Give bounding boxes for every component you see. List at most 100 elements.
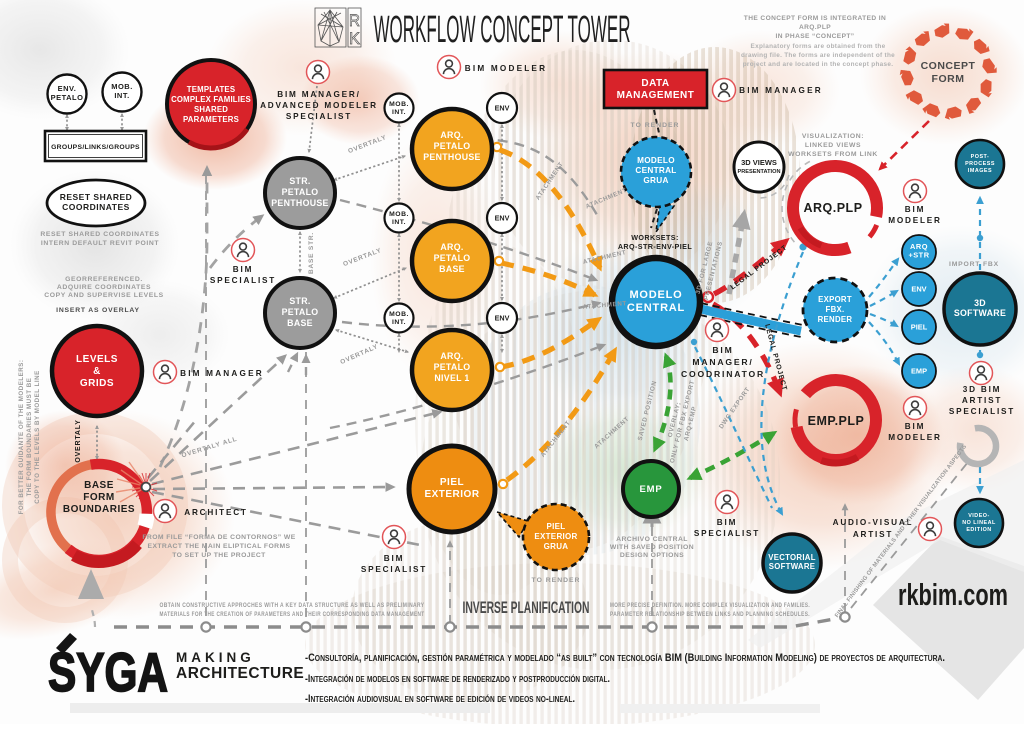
svg-text:project and are located in the: project and are located in the concept p… [743, 61, 894, 68]
svg-text:BIM: BIM [717, 518, 737, 527]
svg-text:Explanatory forms are obtained: Explanatory forms are obtained from the [751, 43, 886, 50]
svg-text:BIM: BIM [905, 422, 925, 431]
svg-text:NO LINEAL: NO LINEAL [962, 520, 996, 526]
svg-text:3D: 3D [974, 298, 986, 308]
svg-text:ARCHITECT: ARCHITECT [184, 508, 248, 517]
svg-text:ADQUIRE COORDINATES: ADQUIRE COORDINATES [57, 284, 151, 291]
svg-text:PETALO: PETALO [434, 141, 471, 151]
svg-text:TO RENDER: TO RENDER [631, 122, 680, 129]
svg-text:ENV: ENV [911, 285, 926, 294]
svg-text:BIM MANAGER: BIM MANAGER [180, 369, 264, 378]
svg-text:K: K [349, 29, 361, 48]
svg-text:BIM MODELER: BIM MODELER [465, 64, 547, 73]
svg-text:PIEL: PIEL [440, 477, 464, 488]
svg-text:MODELO: MODELO [629, 289, 682, 301]
svg-text:SPECIALIST: SPECIALIST [694, 529, 760, 538]
svg-text:ENV: ENV [495, 214, 510, 223]
svg-text:EDITION: EDITION [966, 527, 991, 533]
svg-text:BASE: BASE [439, 264, 465, 274]
svg-text:BOUNDARIES: BOUNDARIES [63, 504, 135, 515]
svg-text:CONCEPT: CONCEPT [921, 60, 976, 72]
svg-text:RENDER: RENDER [818, 315, 853, 324]
svg-text:INT.: INT. [114, 91, 129, 100]
svg-text:EMP.PLP: EMP.PLP [808, 414, 865, 428]
svg-text:-Integración audiovisual en so: -Integración audiovisual en software de … [305, 693, 575, 705]
svg-text:DATA: DATA [641, 78, 669, 89]
svg-text:TO RENDER: TO RENDER [532, 577, 581, 584]
svg-text:GRUA: GRUA [643, 176, 668, 185]
svg-text:BIM: BIM [233, 265, 253, 274]
svg-text:-Integración de modelos en sof: -Integración de modelos en software de r… [305, 673, 610, 685]
svg-text:FBX.: FBX. [826, 305, 845, 314]
svg-text:LEVELS: LEVELS [76, 354, 118, 365]
svg-text:MORE PRECISE DEFINITION. MORE: MORE PRECISE DEFINITION. MORE COMPLEX VI… [610, 602, 810, 609]
svg-text:GRUA: GRUA [544, 542, 569, 551]
svg-text:BIM: BIM [384, 554, 404, 563]
svg-text:CENTRAL: CENTRAL [627, 302, 685, 314]
svg-text:CENTRAL: CENTRAL [635, 166, 676, 175]
svg-text:SPECIALIST: SPECIALIST [949, 407, 1015, 416]
svg-text:AUDIO-VISUAL: AUDIO-VISUAL [833, 518, 914, 527]
svg-text:SPECIALIST: SPECIALIST [361, 565, 427, 574]
svg-text:PIEL: PIEL [911, 323, 928, 332]
svg-text:INSERT AS OVERLAY: INSERT AS OVERLAY [56, 307, 140, 314]
svg-text:GEORREFERENCED.: GEORREFERENCED. [65, 276, 143, 283]
svg-text:INT.: INT. [392, 109, 406, 116]
svg-text:COODRINATOR: COODRINATOR [681, 369, 765, 379]
svg-text:ADVANCED MODELER: ADVANCED MODELER [260, 101, 378, 110]
svg-text:FOR BETTER GUIDANTE OF THE MOD: FOR BETTER GUIDANTE OF THE MODELERS: [18, 360, 25, 515]
svg-text:PARAMETER RELATIONSHIP BETWEEN: PARAMETER RELATIONSHIP BETWEEN LINKS AND… [610, 611, 810, 618]
svg-text:OBTAIN CONSTRUCTIVE APPROCHES: OBTAIN CONSTRUCTIVE APPROCHES WITH A KEY… [160, 602, 425, 609]
svg-text:GROUPS/LINKS/GROUPS: GROUPS/LINKS/GROUPS [51, 144, 140, 151]
svg-text:INTERN DEFAULT REVIT POINT: INTERN DEFAULT REVIT POINT [41, 240, 159, 247]
svg-text:ARQ.: ARQ. [440, 351, 463, 361]
svg-text:BIM: BIM [905, 205, 925, 214]
svg-text:EXPORT: EXPORT [818, 295, 852, 304]
svg-text:ATACHMENT: ATACHMENT [582, 300, 627, 311]
svg-text:EXTERIOR: EXTERIOR [424, 489, 479, 500]
svg-text:ARTIST: ARTIST [962, 396, 1002, 405]
svg-text:BIM MANAGER: BIM MANAGER [739, 86, 823, 95]
svg-text:RESET SHARED COORDINATES: RESET SHARED COORDINATES [40, 231, 159, 238]
svg-text:SOFTWARE: SOFTWARE [769, 562, 816, 571]
svg-text:BASE: BASE [287, 318, 313, 328]
svg-text:FORM: FORM [83, 492, 114, 503]
svg-text:drawing file. The forms are in: drawing file. The forms are independent … [741, 52, 895, 59]
svg-text:PETALO: PETALO [434, 362, 471, 372]
svg-text:BASE: BASE [84, 480, 114, 491]
svg-text:VIDEO-: VIDEO- [968, 513, 990, 519]
svg-text:INT.: INT. [392, 319, 406, 326]
svg-text:VISUALIZATION:: VISUALIZATION: [802, 133, 864, 140]
svg-text:MOB.: MOB. [389, 101, 409, 108]
svg-text:R: R [349, 11, 360, 30]
svg-text:GRIDS: GRIDS [80, 378, 114, 389]
svg-text:COPY TO THE LEVELS BY MODEL LI: COPY TO THE LEVELS BY MODEL LINE [34, 370, 41, 503]
svg-text:MODELO: MODELO [637, 156, 675, 165]
svg-text:WORKSETS:: WORKSETS: [631, 233, 679, 242]
svg-text:LINKED VIEWS: LINKED VIEWS [805, 142, 861, 149]
svg-text:&: & [93, 366, 101, 377]
svg-text:MANAGER/: MANAGER/ [692, 357, 753, 367]
svg-text:3D VIEWS: 3D VIEWS [741, 158, 777, 167]
svg-text:EXTERIOR: EXTERIOR [534, 532, 577, 541]
svg-text:COPY AND SUPERVISE LEVELS: COPY AND SUPERVISE LEVELS [44, 292, 164, 299]
svg-text:OVERTALY: OVERTALY [75, 419, 82, 462]
svg-text:IN PHASE “CONCEPT”: IN PHASE “CONCEPT” [775, 33, 854, 40]
svg-text:ARCHIVO CENTRAL: ARCHIVO CENTRAL [616, 536, 688, 543]
svg-text:SOFTWARE: SOFTWARE [954, 308, 1006, 318]
svg-text:WITH SAVED POSITION: WITH SAVED POSITION [610, 544, 694, 551]
svg-text:PIEL: PIEL [547, 522, 566, 531]
svg-text:INT.: INT. [392, 219, 406, 226]
svg-text:PETALO: PETALO [282, 187, 319, 197]
svg-text:NIVEL 1: NIVEL 1 [434, 373, 469, 383]
svg-text:POST-: POST- [971, 154, 990, 160]
svg-text:3D BIM: 3D BIM [963, 385, 1002, 394]
svg-text:-Consultoría, planificación, g: -Consultoría, planificación, gestión par… [305, 652, 945, 664]
svg-text:STR.: STR. [289, 296, 310, 306]
svg-text:SPECIALIST: SPECIALIST [286, 112, 352, 121]
svg-text:FORM: FORM [932, 73, 965, 85]
svg-text:MOB.: MOB. [389, 311, 409, 318]
svg-text:ENV.: ENV. [58, 84, 77, 93]
svg-text:PROCESS: PROCESS [965, 161, 995, 167]
svg-text:WORKFLOW CONCEPT TOWER: WORKFLOW CONCEPT TOWER [374, 9, 631, 51]
